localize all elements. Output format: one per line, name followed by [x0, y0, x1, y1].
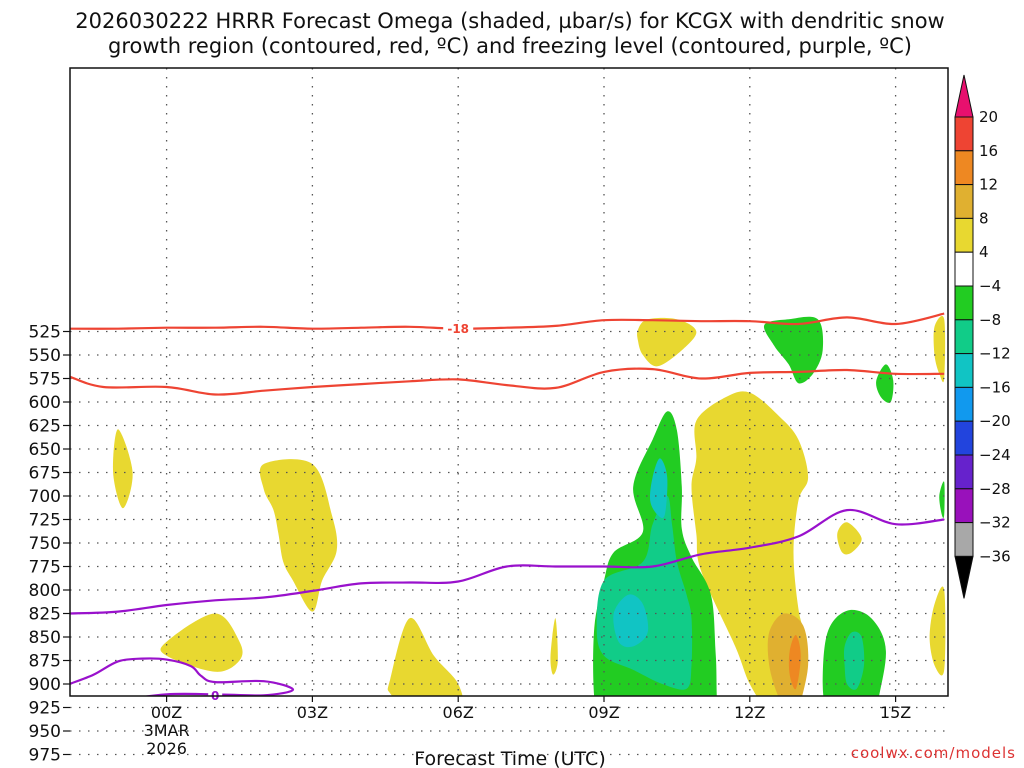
colorbar-label-6: −8 — [979, 311, 1001, 329]
colorbar-label-13: −36 — [979, 547, 1011, 565]
colorbar-label-12: −32 — [979, 514, 1011, 532]
colorbar-label-2: 12 — [979, 176, 998, 194]
contour-label-1: -18 — [447, 322, 469, 336]
credit-text: coolwx.com/models — [851, 744, 1016, 762]
chart-title-line1: 2026030222 HRRR Forecast Omega (shaded, … — [75, 9, 944, 33]
x-tick-label-06Z: 06Z — [443, 703, 474, 722]
y-tick-label-825: 825 — [29, 605, 61, 625]
y-tick-label-950: 950 — [29, 722, 61, 742]
colorbar-bottom-triangle — [954, 555, 974, 599]
y-tick-label-925: 925 — [29, 699, 61, 719]
dendritic-growth-contours — [70, 312, 945, 396]
colorbar-top-triangle — [954, 74, 974, 118]
y-tick-label-675: 675 — [29, 464, 61, 484]
y-tick-label-900: 900 — [29, 675, 61, 695]
omega-region-22 — [613, 594, 649, 648]
omega-region-4 — [387, 618, 463, 696]
y-tick-label-525: 525 — [29, 323, 61, 343]
colorbar-segment-1 — [954, 116, 974, 152]
freezing-level-loop — [70, 657, 295, 696]
y-axis-ticks: 525 550 575 600 625 650 675 700 725 750 775 800 825 8… — [29, 323, 70, 766]
x-tick-sublabel-year: 2026 — [146, 739, 187, 758]
omega-region-9 — [933, 315, 946, 383]
omega-region-10 — [929, 586, 946, 676]
x-tick-label-09Z: 09Z — [588, 703, 619, 722]
dsgz-contour-bottom — [70, 367, 945, 396]
x-tick-label-15Z: 15Z — [880, 703, 911, 722]
colorbar-label-3: 8 — [979, 209, 989, 227]
y-tick-label-725: 725 — [29, 511, 61, 531]
dsgz-contour-top — [70, 312, 945, 330]
y-tick-label-700: 700 — [29, 487, 61, 507]
colorbar: 20 16 12 8 4 −4 −8 −12 −16 −20 −24 −28 −32 −36 — [954, 74, 1011, 599]
colorbar-label-4: 4 — [979, 243, 989, 261]
y-tick-label-875: 875 — [29, 652, 61, 672]
colorbar-segment-13 — [954, 522, 974, 557]
omega-region-8 — [837, 522, 862, 555]
freezing-level-contours — [70, 508, 945, 735]
x-tick-label-00Z: 00Z — [151, 703, 182, 722]
colorbar-label-11: −28 — [979, 480, 1011, 498]
omega-region-11 — [767, 613, 809, 696]
colorbar-label-5: −4 — [979, 277, 1001, 295]
colorbar-segment-10 — [954, 420, 974, 456]
colorbar-segment-12 — [954, 488, 974, 524]
colorbar-label-0: 20 — [979, 108, 998, 126]
y-tick-label-650: 650 — [29, 440, 61, 460]
colorbar-segment-6 — [954, 285, 974, 321]
omega-region-2 — [259, 459, 338, 612]
freezing-level-line — [70, 508, 945, 615]
omega-region-18 — [939, 481, 945, 519]
omega-shading-layer — [112, 315, 946, 768]
y-tick-label-625: 625 — [29, 417, 61, 437]
colorbar-segment-11 — [954, 454, 974, 490]
contour-label-bg-1 — [443, 320, 474, 336]
colorbar-segment-9 — [954, 386, 974, 422]
omega-region-1 — [112, 429, 133, 509]
y-tick-label-550: 550 — [29, 346, 61, 366]
omega-region-21 — [649, 458, 668, 519]
colorbar-label-10: −24 — [979, 446, 1011, 464]
colorbar-segment-8 — [954, 353, 974, 388]
omega-region-12 — [788, 635, 801, 690]
y-tick-label-575: 575 — [29, 370, 61, 390]
contour-label-bg-2 — [208, 687, 223, 703]
y-tick-label-750: 750 — [29, 534, 61, 554]
colorbar-label-7: −12 — [979, 345, 1011, 363]
omega-region-13 — [193, 728, 283, 768]
colorbar-segment-3 — [954, 184, 974, 219]
chart-title-line2: growth region (contoured, red, ºC) and f… — [108, 34, 912, 58]
y-tick-label-800: 800 — [29, 581, 61, 601]
colorbar-segment-7 — [954, 319, 974, 355]
colorbar-segment-5 — [954, 251, 974, 287]
colorbar-label-1: 16 — [979, 142, 998, 160]
freezing-level-small-loop — [842, 725, 851, 735]
x-axis-label: Forecast Time (UTC) — [414, 748, 605, 768]
x-tick-sublabel-date: 3MAR — [144, 721, 190, 740]
colorbar-label-9: −20 — [979, 412, 1011, 430]
omega-region-3 — [160, 613, 243, 672]
y-tick-label-775: 775 — [29, 558, 61, 578]
colorbar-segment-2 — [954, 150, 974, 186]
x-tick-label-03Z: 03Z — [297, 703, 328, 722]
plot-frame — [69, 67, 949, 697]
omega-region-6 — [637, 317, 697, 367]
y-tick-label-850: 850 — [29, 628, 61, 648]
colorbar-label-8: −16 — [979, 378, 1011, 396]
y-tick-label-975: 975 — [29, 746, 61, 766]
y-tick-label-600: 600 — [29, 393, 61, 413]
plot-area: -180 — [69, 67, 949, 768]
colorbar-segment-4 — [954, 217, 974, 253]
x-tick-label-12Z: 12Z — [734, 703, 765, 722]
omega-region-15 — [763, 316, 824, 384]
